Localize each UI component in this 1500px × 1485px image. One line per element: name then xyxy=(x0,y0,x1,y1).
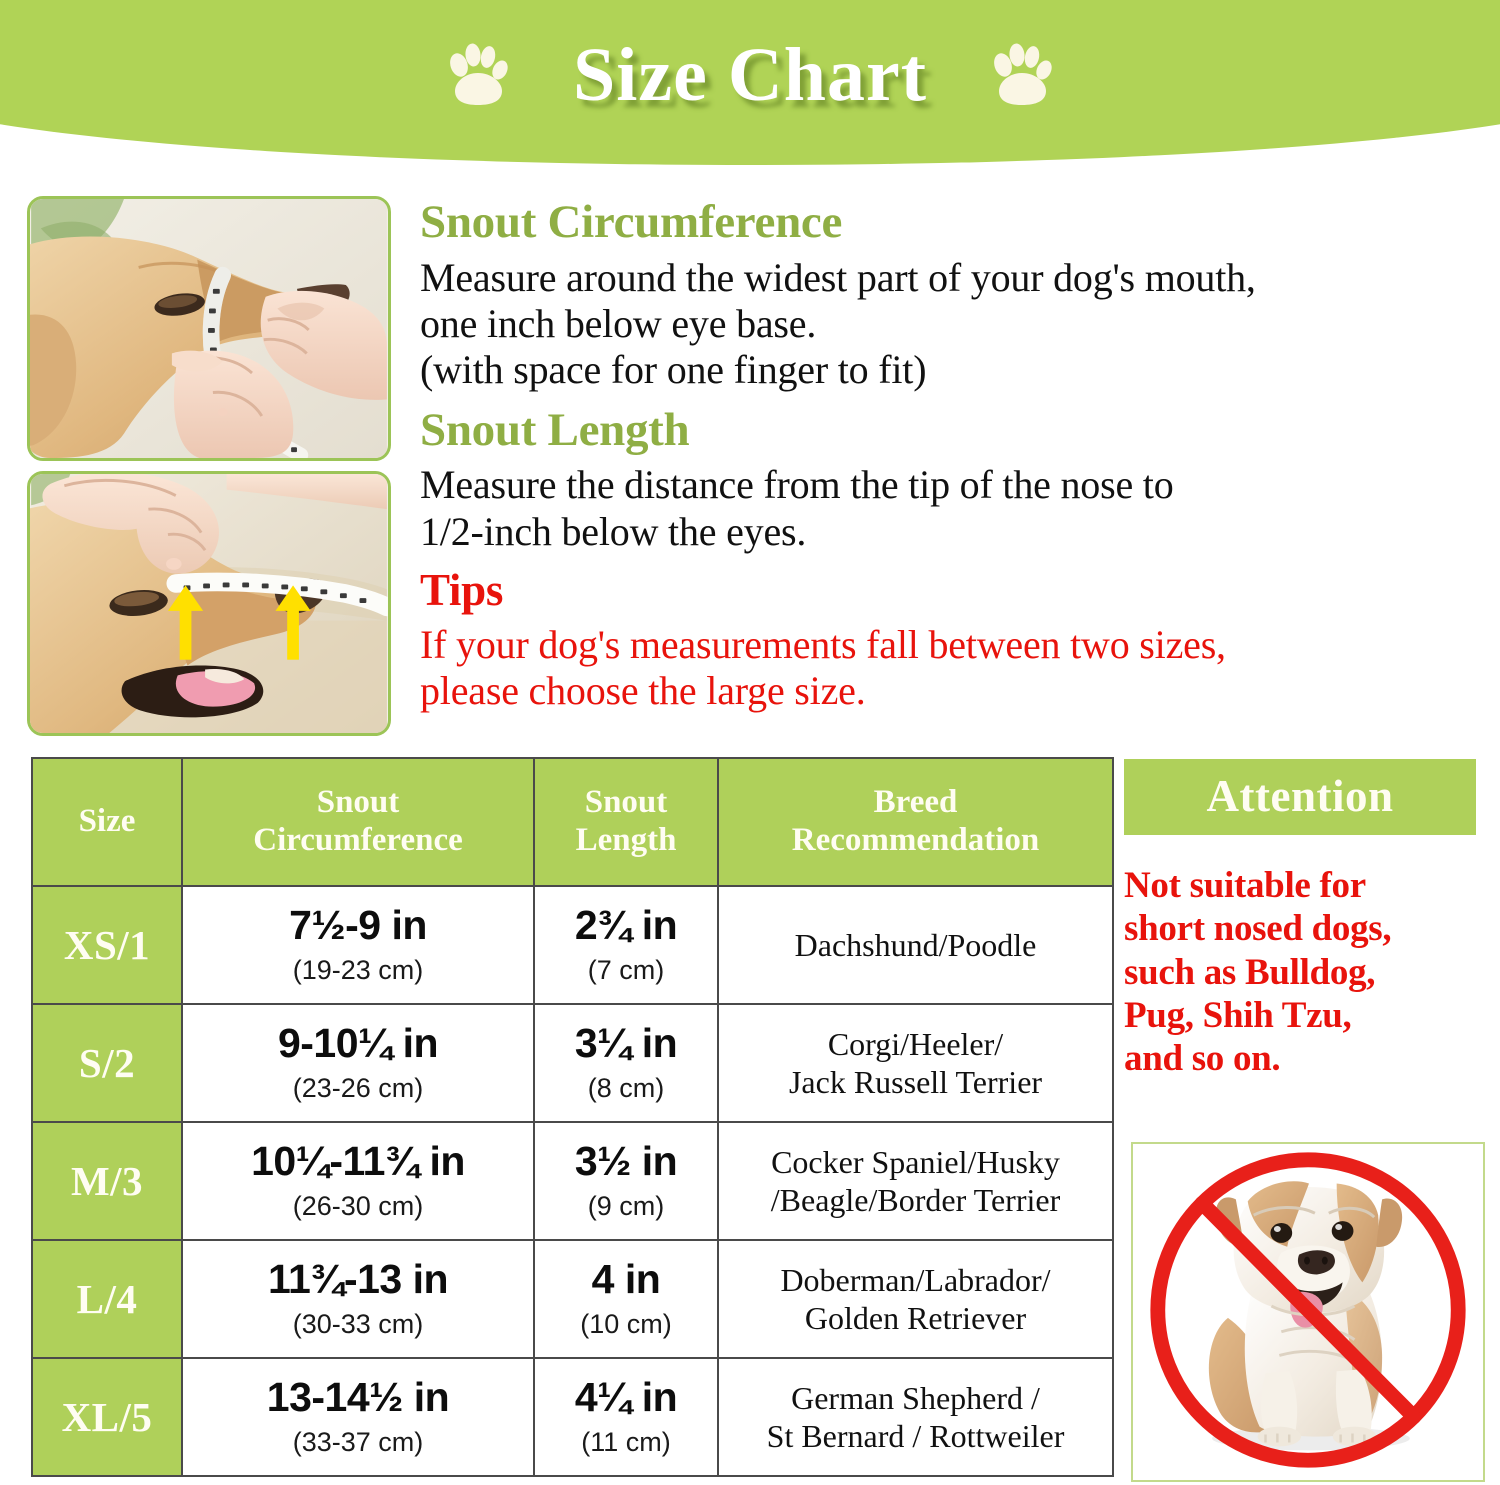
photo-column xyxy=(27,196,391,736)
cell-circumference: 11¾-13 in (30-33 cm) xyxy=(181,1239,535,1359)
no-short-nosed-dogs-image xyxy=(1131,1142,1485,1482)
cell-size: XL/5 xyxy=(31,1357,183,1477)
instructions-text: Snout Circumference Measure around the w… xyxy=(420,196,1480,714)
text-length-line2: 1/2-inch below the eyes. xyxy=(420,508,807,554)
cell-circumference: 10¼-11¾ in (26-30 cm) xyxy=(181,1121,535,1241)
attention-heading: Attention xyxy=(1124,759,1476,835)
cell-length: 3¼ in (8 cm) xyxy=(533,1003,719,1123)
column-header-circumference: Snout Circumference xyxy=(181,757,535,887)
text-tips-line2: please choose the large size. xyxy=(420,667,866,713)
attention-line1: Not suitable for xyxy=(1124,865,1366,906)
photo-snout-circumference xyxy=(27,196,391,461)
cell-breed: Doberman/Labrador/ Golden Retriever xyxy=(717,1239,1114,1359)
paw-print-icon xyxy=(991,43,1053,107)
size-chart-table: Size Snout Circumference Snout Length Br… xyxy=(31,757,1114,1477)
attention-line2: short nosed dogs, xyxy=(1124,908,1392,950)
column-header-size: Size xyxy=(31,757,183,887)
paw-print-icon xyxy=(447,43,509,107)
column-header-breed: Breed Recommendation xyxy=(717,757,1114,887)
text-length-line1: Measure the distance from the tip of the… xyxy=(420,462,1174,508)
cell-length: 3½ in (9 cm) xyxy=(533,1121,719,1241)
cell-length: 4¼ in (11 cm) xyxy=(533,1357,719,1477)
heading-tips: Tips xyxy=(420,565,504,616)
heading-snout-circumference: Snout Circumference xyxy=(420,196,843,248)
attention-line3: such as Bulldog, xyxy=(1124,951,1376,993)
page-title: Size Chart xyxy=(572,33,928,117)
cell-length: 4 in (10 cm) xyxy=(533,1239,719,1359)
cell-size: S/2 xyxy=(31,1003,183,1123)
attention-panel: Attention Not suitable for short nosed d… xyxy=(1124,759,1476,1080)
table-row: XS/1 7½-9 in (19-23 cm) 2¾ in (7 cm) Dac… xyxy=(31,885,1114,1005)
header-inner: Size Chart xyxy=(447,37,1053,113)
column-header-length: Snout Length xyxy=(533,757,719,887)
text-circumference-line2: one inch below eye base. xyxy=(420,301,817,347)
cell-breed: Cocker Spaniel/Husky /Beagle/Border Terr… xyxy=(717,1121,1114,1241)
cell-circumference: 7½-9 in (19-23 cm) xyxy=(181,885,535,1005)
text-tips-line1: If your dog's measurements fall between … xyxy=(420,621,1226,667)
heading-snout-length: Snout Length xyxy=(420,403,690,456)
attention-line5: and so on. xyxy=(1124,1038,1281,1080)
cell-breed: German Shepherd / St Bernard / Rottweile… xyxy=(717,1357,1114,1477)
cell-size: XS/1 xyxy=(31,885,183,1005)
table-row: L/4 11¾-13 in (30-33 cm) 4 in (10 cm) Do… xyxy=(31,1239,1114,1359)
page-header-banner: Size Chart xyxy=(0,0,1500,165)
cell-size: M/3 xyxy=(31,1121,183,1241)
cell-size: L/4 xyxy=(31,1239,183,1359)
cell-breed: Dachshund/Poodle xyxy=(717,885,1114,1005)
cell-breed: Corgi/Heeler/ Jack Russell Terrier xyxy=(717,1003,1114,1123)
table-row: M/3 10¼-11¾ in (26-30 cm) 3½ in (9 cm) C… xyxy=(31,1121,1114,1241)
text-circumference-line1: Measure around the widest part of your d… xyxy=(420,254,1256,300)
photo-snout-length xyxy=(27,471,391,736)
text-circumference-line3: (with space for one finger to fit) xyxy=(420,347,927,393)
cell-circumference: 9-10¼ in (23-26 cm) xyxy=(181,1003,535,1123)
attention-line4: Pug, Shih Tzu, xyxy=(1124,994,1352,1036)
cell-length: 2¾ in (7 cm) xyxy=(533,885,719,1005)
table-row: S/2 9-10¼ in (23-26 cm) 3¼ in (8 cm) Cor… xyxy=(31,1003,1114,1123)
cell-circumference: 13-14½ in (33-37 cm) xyxy=(181,1357,535,1477)
table-header-row: Size Snout Circumference Snout Length Br… xyxy=(31,757,1114,887)
attention-text: Not suitable for short nosed dogs, such … xyxy=(1124,864,1476,1080)
table-row: XL/5 13-14½ in (33-37 cm) 4¼ in (11 cm) … xyxy=(31,1357,1114,1477)
